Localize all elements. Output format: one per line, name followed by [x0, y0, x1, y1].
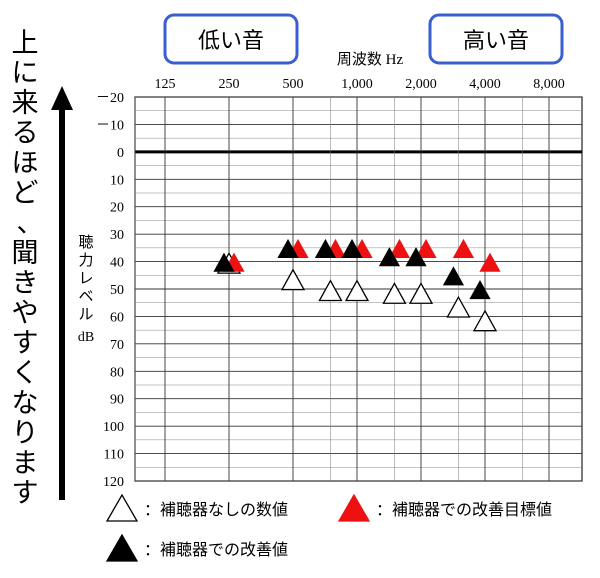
high-sound-label: 高い音 [463, 29, 529, 54]
legend-marker [105, 493, 139, 522]
x-tick-label: 2,000 [405, 77, 437, 92]
open-triangle-mark [344, 279, 370, 302]
x-tick-label: 125 [155, 77, 176, 92]
x-tick-label: 4,000 [469, 77, 501, 92]
side-caption-char: す [12, 478, 39, 509]
high-sound-label-box [428, 13, 564, 65]
y-tick-label: 20 [110, 201, 124, 216]
side-caption-char: や [12, 298, 39, 329]
red-triangle-mark [479, 252, 501, 272]
x-tick-label: 500 [283, 77, 304, 92]
side-caption-char: ど [12, 178, 39, 209]
side-caption-char: 来 [12, 88, 39, 119]
side-caption-char: る [12, 118, 39, 149]
black-triangle-mark [378, 247, 401, 267]
side-caption-char: ま [12, 448, 39, 479]
side-caption-char: ほ [12, 148, 39, 179]
black-triangle-mark [469, 280, 491, 300]
side-caption-char: く [12, 358, 39, 389]
side-caption-char: 聞 [12, 238, 39, 269]
side-caption-char: 上 [12, 28, 39, 59]
legend-label: ：補聴器での改善値 [144, 540, 288, 559]
y-tick-label: 70 [110, 338, 124, 353]
black-triangle-mark [341, 238, 363, 259]
axes: 125 250 500 1,000 2,000 4,000 8,000 －20 －10 0 10 20… [78, 51, 565, 490]
x-tick-label: 1,000 [341, 77, 373, 92]
open-triangle-mark [318, 279, 343, 302]
y-tick-label: 30 [110, 228, 124, 243]
legend-marker [105, 533, 139, 562]
open-triangle-mark [280, 268, 306, 291]
y-tick-label: 110 [104, 448, 124, 463]
open-triangle-mark [472, 309, 498, 332]
open-triangle-mark [408, 282, 434, 304]
y-axis-title-char: 力 [78, 251, 93, 269]
side-caption-char: り [12, 418, 39, 449]
legend-label: ：補聴器なしの数値 [144, 500, 288, 519]
open-triangle-mark [382, 282, 407, 304]
y-axis-title-char: ベ [78, 287, 93, 305]
red-triangle-mark [388, 238, 411, 259]
legend-label: ：補聴器での改善目標値 [376, 500, 552, 519]
legend-marker [337, 493, 371, 522]
black-triangle-mark [213, 252, 235, 272]
x-tick-label: 8,000 [533, 77, 565, 92]
y-tick-label: 80 [110, 365, 124, 380]
y-tick-label: 10 [110, 173, 124, 188]
y-axis-title-unit: dB [78, 330, 94, 345]
y-axis-title-char: 聴 [78, 233, 93, 251]
black-triangle-mark [405, 247, 427, 267]
y-tick-label: 100 [103, 420, 124, 435]
x-axis-title: 周波数 Hz [337, 51, 404, 68]
up-arrow-head [51, 86, 73, 110]
y-tick-label: 60 [110, 310, 124, 325]
side-caption-char: に [12, 58, 39, 89]
black-triangle-mark [442, 266, 465, 286]
y-tick-label: 50 [110, 283, 124, 298]
open-triangle-mark [446, 295, 471, 318]
black-triangle-mark [277, 238, 299, 259]
side-caption-char: 、 [17, 208, 44, 239]
x-tick-label: 250 [219, 77, 240, 92]
low-sound-label: 低い音 [198, 29, 264, 54]
red-triangle-mark [452, 238, 475, 259]
low-sound-label-box [163, 13, 299, 65]
side-caption-char: き [12, 268, 39, 299]
y-tick-label: 0 [117, 146, 124, 161]
plot-marks [213, 238, 501, 332]
red-triangle-mark [415, 238, 437, 259]
y-tick-label: 120 [103, 475, 124, 490]
y-tick-label: －20 [96, 91, 124, 106]
y-tick-label: －10 [96, 118, 124, 133]
y-axis-title-char: ル [78, 305, 93, 323]
side-caption-char: す [12, 328, 39, 359]
y-tick-label: 90 [110, 393, 124, 408]
black-triangle-mark [314, 238, 337, 259]
side-caption-char: な [12, 388, 39, 419]
y-tick-label: 40 [110, 256, 124, 271]
legend: ：補聴器なしの数値 ：補聴器での改善目標値 ：補聴器での改善値 [105, 493, 552, 562]
y-axis-title-char: レ [78, 269, 93, 287]
